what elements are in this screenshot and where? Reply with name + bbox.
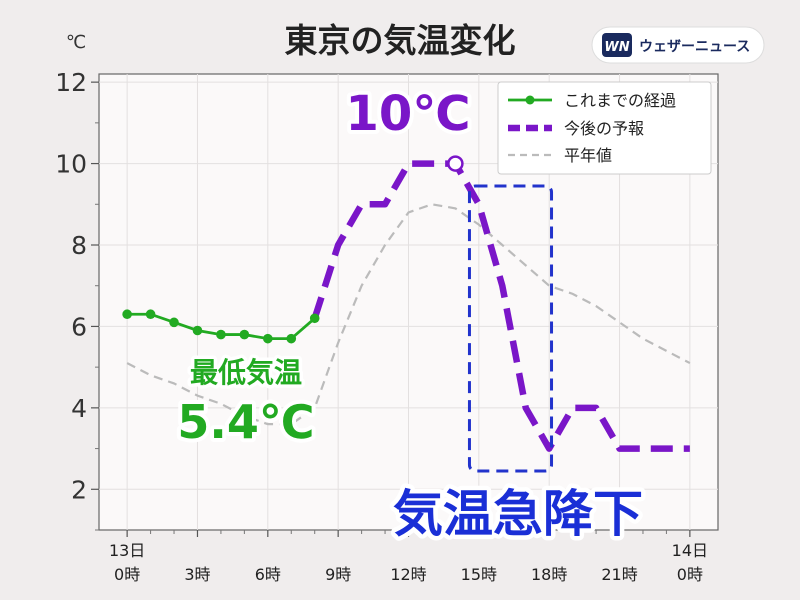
chart-title: 東京の気温変化 — [285, 21, 516, 60]
legend-label: 今後の予報 — [564, 119, 644, 138]
annotation-layer: 10℃ 最低気温 5.4℃ 気温急降下 — [173, 82, 647, 548]
observed-point — [122, 309, 132, 320]
y-tick-label: 12 — [55, 68, 87, 97]
observed-point — [286, 333, 297, 344]
y-tick-label: 8 — [71, 231, 87, 260]
x-tick-label-hour: 6時 — [255, 565, 281, 584]
peak-label: 10℃ — [346, 86, 471, 142]
brand-badge: WN ウェザーニュース — [591, 26, 765, 64]
weathernews-logo-icon: WN — [602, 33, 632, 57]
min-temp-value: 5.4℃ — [177, 395, 314, 449]
observed-point — [216, 329, 226, 340]
observed-point — [169, 317, 179, 328]
svg-text:WN: WN — [604, 40, 629, 55]
observed-point — [145, 309, 156, 320]
x-tick-label-hour: 18時 — [531, 565, 567, 584]
series-line-forecast — [311, 160, 690, 452]
observed-point — [263, 333, 273, 344]
y-tick-label: 10 — [55, 150, 87, 179]
x-tick-label-hour: 12時 — [390, 565, 426, 584]
observed-point — [309, 313, 320, 324]
min-temp-title: 最低気温 — [190, 356, 302, 389]
x-tick-label-hour: 21時 — [601, 565, 637, 584]
drop-highlight-box — [467, 184, 554, 473]
x-tick-label-hour: 15時 — [461, 565, 497, 584]
legend-box — [497, 81, 712, 175]
x-tick-label-day: 13日 — [109, 541, 145, 560]
series-layer — [122, 160, 691, 452]
legend-label: 平年値 — [564, 146, 612, 165]
observed-point — [192, 325, 203, 336]
x-axis: 13日 0時 3時 6時 9時 12時 15時 18時 21時 14日 0時 — [109, 530, 708, 584]
y-tick-label: 4 — [71, 394, 87, 423]
observed-point — [239, 329, 250, 340]
drop-label: 気温急降下 — [393, 485, 643, 543]
legend-swatch-marker — [525, 95, 535, 105]
x-tick-label-hour: 0時 — [114, 565, 140, 584]
x-tick-label-day: 14日 — [672, 541, 708, 560]
legend-label: これまでの経過 — [564, 91, 676, 110]
y-axis-unit: ℃ — [66, 32, 86, 53]
y-tick-label: 2 — [71, 475, 87, 504]
x-tick-label-hour: 0時 — [677, 565, 703, 584]
brand-name: ウェザーニュース — [639, 39, 750, 55]
x-tick-label-hour: 3時 — [184, 565, 210, 584]
y-tick-label: 6 — [71, 312, 87, 341]
series-line-normal — [126, 203, 691, 426]
x-tick-label-hour: 9時 — [325, 565, 351, 584]
y-axis: 2 4 6 8 10 12 — [55, 68, 99, 531]
peak-marker — [447, 155, 464, 172]
